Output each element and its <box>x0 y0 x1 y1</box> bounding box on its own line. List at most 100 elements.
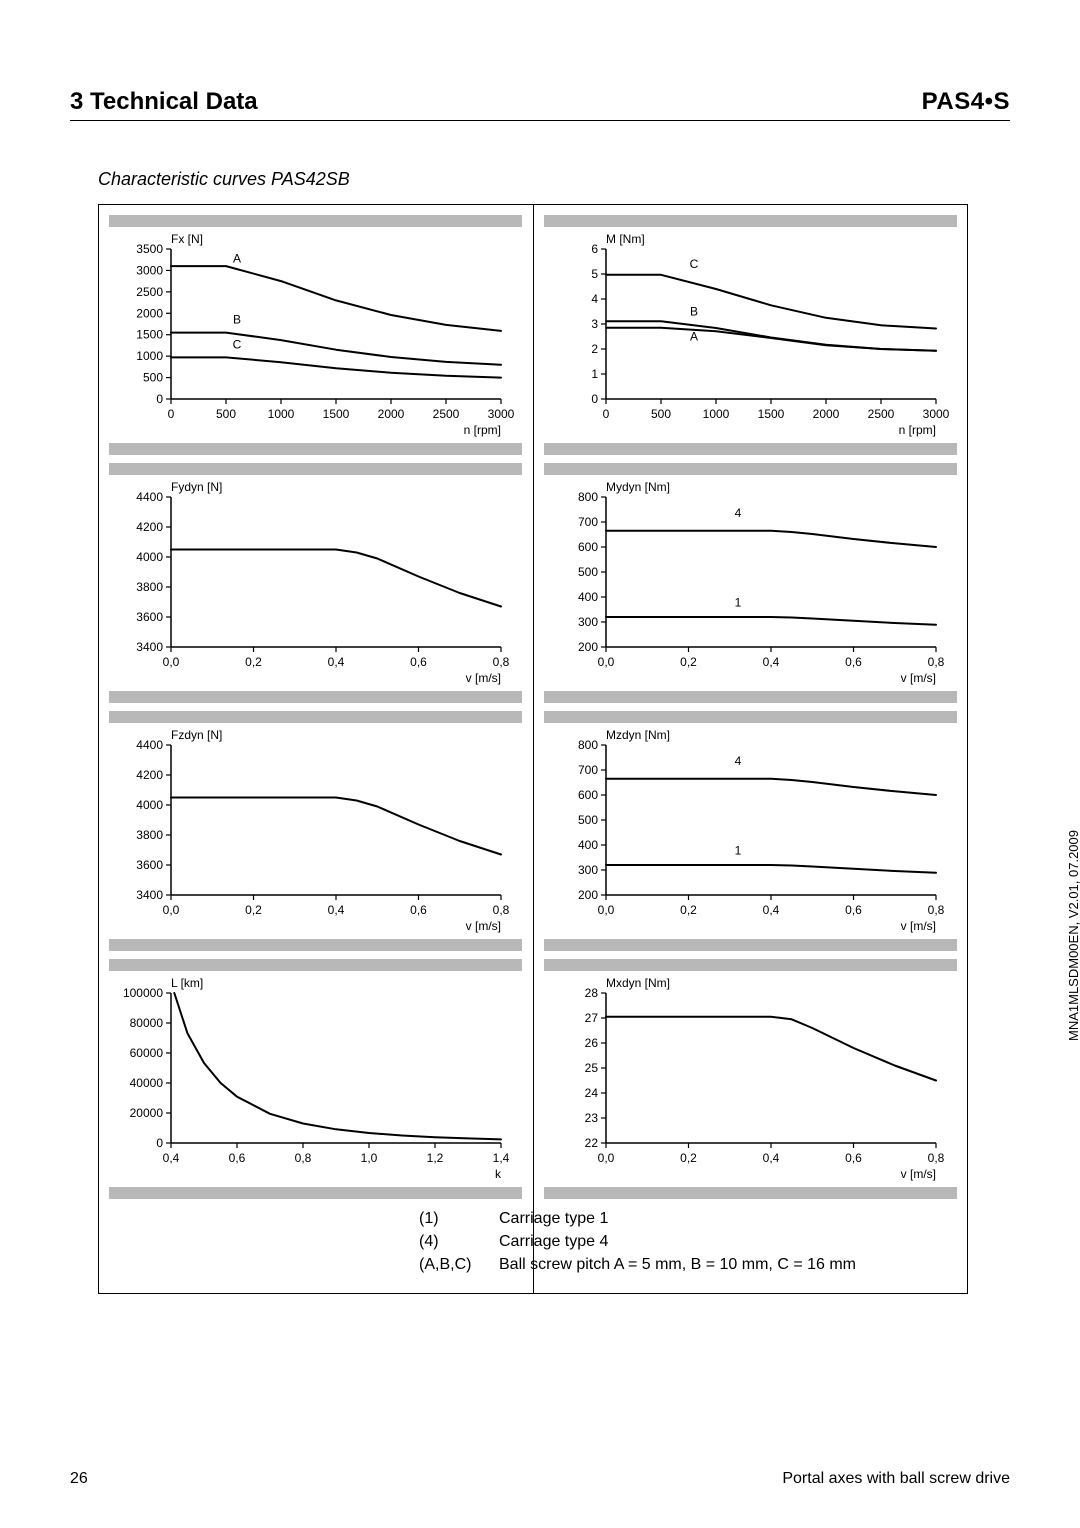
svg-text:v [m/s]: v [m/s] <box>901 1167 936 1181</box>
svg-text:0,4: 0,4 <box>763 903 780 917</box>
svg-text:0,0: 0,0 <box>163 903 180 917</box>
svg-text:L [km]: L [km] <box>171 976 203 990</box>
svg-text:0,8: 0,8 <box>493 903 510 917</box>
chart-band-bottom <box>544 939 957 951</box>
chart-band-top <box>109 463 522 475</box>
svg-text:4400: 4400 <box>136 490 163 504</box>
svg-text:0: 0 <box>156 392 163 406</box>
svg-text:25: 25 <box>585 1061 599 1075</box>
legend-text: Carriage type 1 <box>499 1207 608 1230</box>
chart-cell-mzdyn: Mzdyn [Nm]2003004005006007008000,00,20,4… <box>544 711 957 951</box>
chart-cell-fzdyn: Fzdyn [N]3400360038004000420044000,00,20… <box>109 711 522 951</box>
svg-text:0,4: 0,4 <box>763 655 780 669</box>
svg-text:24: 24 <box>585 1086 599 1100</box>
svg-text:1500: 1500 <box>136 328 163 342</box>
svg-text:B: B <box>233 313 241 327</box>
chart-band-bottom <box>544 443 957 455</box>
svg-text:3000: 3000 <box>136 263 163 277</box>
legend-key: (1) <box>419 1207 499 1230</box>
svg-text:4: 4 <box>735 506 742 520</box>
chart-mxdyn: Mxdyn [Nm]222324252627280,00,20,40,60,8v… <box>544 975 957 1181</box>
svg-text:C: C <box>233 337 242 351</box>
svg-text:3400: 3400 <box>136 888 163 902</box>
svg-text:3600: 3600 <box>136 858 163 872</box>
legend-key: (A,B,C) <box>419 1253 499 1276</box>
svg-text:2500: 2500 <box>433 407 460 421</box>
chart-fx: Fx [N]0500100015002000250030003500050010… <box>109 231 522 437</box>
svg-text:1: 1 <box>735 844 742 858</box>
svg-text:3000: 3000 <box>923 407 950 421</box>
svg-text:0,4: 0,4 <box>328 903 345 917</box>
svg-text:26: 26 <box>585 1036 599 1050</box>
svg-text:3000: 3000 <box>488 407 515 421</box>
svg-text:500: 500 <box>578 565 598 579</box>
svg-text:0,0: 0,0 <box>598 655 615 669</box>
svg-text:3400: 3400 <box>136 640 163 654</box>
svg-text:1: 1 <box>591 367 598 381</box>
svg-text:20000: 20000 <box>130 1106 164 1120</box>
chart-band-top <box>109 959 522 971</box>
svg-text:3: 3 <box>591 317 598 331</box>
svg-text:1,2: 1,2 <box>427 1151 444 1165</box>
svg-text:0,6: 0,6 <box>410 655 427 669</box>
svg-text:600: 600 <box>578 788 598 802</box>
svg-text:200: 200 <box>578 888 598 902</box>
svg-text:1500: 1500 <box>323 407 350 421</box>
legend-text: Carriage type 4 <box>499 1230 608 1253</box>
svg-text:0,4: 0,4 <box>163 1151 180 1165</box>
legend-text: Ball screw pitch A = 5 mm, B = 10 mm, C … <box>499 1253 856 1276</box>
svg-text:6: 6 <box>591 242 598 256</box>
svg-text:300: 300 <box>578 615 598 629</box>
chart-band-top <box>109 215 522 227</box>
doc-meta-side: MNA1MLSDM00EN, V2.01, 07.2009 <box>1066 830 1080 1041</box>
svg-text:200: 200 <box>578 640 598 654</box>
svg-text:400: 400 <box>578 838 598 852</box>
chart-band-bottom <box>544 691 957 703</box>
svg-text:3600: 3600 <box>136 610 163 624</box>
svg-text:0,8: 0,8 <box>493 655 510 669</box>
svg-text:100000: 100000 <box>123 986 163 1000</box>
svg-text:1000: 1000 <box>136 349 163 363</box>
svg-text:0,2: 0,2 <box>245 655 262 669</box>
svg-text:1000: 1000 <box>268 407 295 421</box>
svg-text:0,0: 0,0 <box>163 655 180 669</box>
svg-text:0: 0 <box>156 1136 163 1150</box>
page-number: 26 <box>70 1470 88 1488</box>
svg-text:4000: 4000 <box>136 798 163 812</box>
svg-text:4000: 4000 <box>136 550 163 564</box>
svg-text:0,6: 0,6 <box>845 655 862 669</box>
svg-text:2500: 2500 <box>136 285 163 299</box>
svg-text:4: 4 <box>591 292 598 306</box>
chart-band-top <box>544 959 957 971</box>
svg-text:Mzdyn [Nm]: Mzdyn [Nm] <box>606 728 670 742</box>
svg-text:k: k <box>495 1167 502 1181</box>
svg-text:0,0: 0,0 <box>598 1151 615 1165</box>
svg-text:A: A <box>690 329 698 343</box>
chart-m: M [Nm]0123456050010001500200025003000n [… <box>544 231 957 437</box>
svg-text:28: 28 <box>585 986 599 1000</box>
chart-mzdyn: Mzdyn [Nm]2003004005006007008000,00,20,4… <box>544 727 957 933</box>
legend: (1)Carriage type 1(4)Carriage type 4(A,B… <box>419 1207 957 1277</box>
svg-text:0: 0 <box>168 407 175 421</box>
chart-cell-mydyn: Mydyn [Nm]2003004005006007008000,00,20,4… <box>544 463 957 703</box>
svg-text:0,2: 0,2 <box>680 655 697 669</box>
svg-text:1: 1 <box>735 596 742 610</box>
chart-lkm: L [km]0200004000060000800001000000,40,60… <box>109 975 522 1181</box>
svg-text:0,2: 0,2 <box>245 903 262 917</box>
svg-text:800: 800 <box>578 490 598 504</box>
svg-text:v [m/s]: v [m/s] <box>466 919 501 933</box>
svg-text:3800: 3800 <box>136 580 163 594</box>
chart-band-top <box>544 215 957 227</box>
svg-text:0,4: 0,4 <box>328 655 345 669</box>
svg-text:5: 5 <box>591 267 598 281</box>
svg-text:0,6: 0,6 <box>229 1151 246 1165</box>
chart-band-top <box>109 711 522 723</box>
svg-text:40000: 40000 <box>130 1076 164 1090</box>
svg-text:600: 600 <box>578 540 598 554</box>
chart-mydyn: Mydyn [Nm]2003004005006007008000,00,20,4… <box>544 479 957 685</box>
page-header: 3 Technical Data PAS4•S <box>70 88 1010 121</box>
chart-cell-m: M [Nm]0123456050010001500200025003000n [… <box>544 215 957 455</box>
svg-text:4200: 4200 <box>136 768 163 782</box>
panel-divider <box>533 205 534 1293</box>
legend-row: (1)Carriage type 1 <box>419 1207 957 1230</box>
